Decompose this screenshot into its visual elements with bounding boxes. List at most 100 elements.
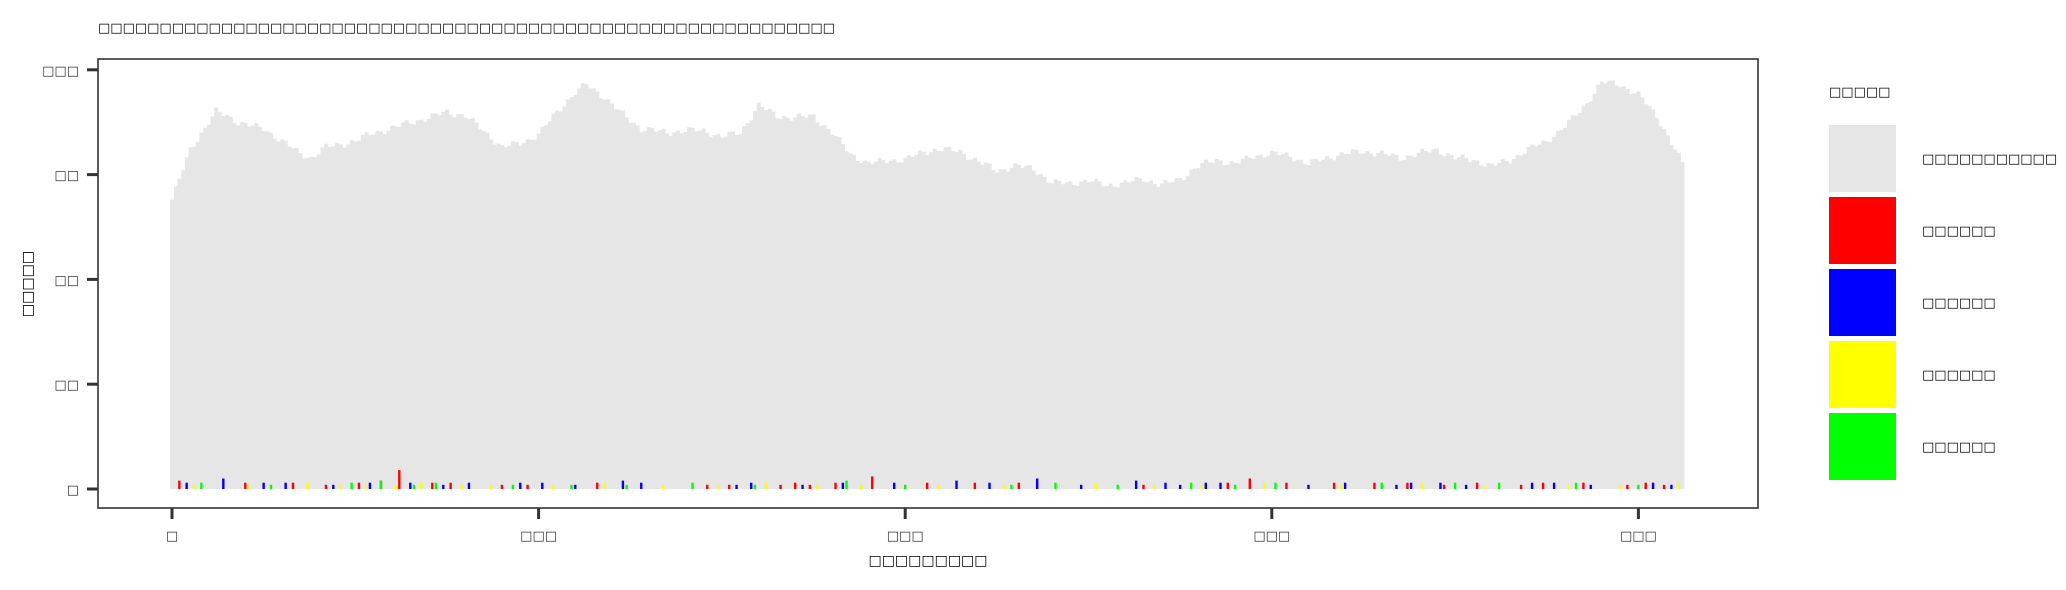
coverage-bar [830, 134, 835, 489]
variant-bar-red [926, 482, 929, 489]
coverage-bar [639, 131, 644, 490]
variant-bar-green [625, 484, 628, 489]
coverage-bar [1152, 183, 1157, 489]
coverage-bar [1313, 158, 1318, 489]
variant-bar-red [834, 482, 837, 489]
coverage-bar [1028, 165, 1032, 490]
coverage-bar [943, 147, 948, 489]
coverage-bar [1094, 178, 1098, 490]
coverage-bar [1449, 155, 1454, 490]
coverage-bar [1225, 164, 1230, 490]
coverage-bar [335, 142, 340, 489]
coverage-bar [1218, 160, 1223, 489]
variant-bar-blue [1589, 484, 1592, 489]
coverage-bar [342, 147, 347, 489]
coverage-bar [305, 157, 310, 489]
coverage-bar [1431, 149, 1436, 489]
coverage-bar [1409, 155, 1414, 490]
coverage-bar [316, 154, 321, 490]
coverage-bar [1588, 101, 1593, 489]
coverage-bar [503, 147, 508, 489]
variant-bar-red [1442, 484, 1446, 489]
variant-bar-red [706, 484, 709, 489]
coverage-bar [1039, 174, 1043, 489]
coverage-bar [731, 131, 736, 490]
coverage-bar [1236, 163, 1241, 489]
coverage-bar [1420, 148, 1425, 490]
coverage-bar [1390, 153, 1395, 489]
coverage-bar [1651, 109, 1656, 489]
coverage-bar [866, 162, 871, 489]
coverage-bar [272, 138, 277, 489]
coverage-bar [1607, 80, 1612, 489]
variant-bar-blue [1530, 482, 1534, 489]
coverage-bar [1284, 152, 1289, 490]
coverage-bar [1042, 176, 1047, 489]
coverage-bar [1643, 104, 1648, 490]
coverage-bar [1497, 162, 1502, 489]
coverage-bar [1002, 169, 1007, 489]
variant-bar-red [324, 484, 328, 489]
variant-bar-red [1226, 482, 1230, 489]
variant-bar-yellow [662, 484, 665, 489]
coverage-bar [569, 97, 574, 490]
coverage-bar [698, 130, 703, 489]
coverage-bar [195, 141, 200, 489]
coverage-bar [1273, 151, 1278, 490]
variant-bar-blue [368, 482, 372, 489]
coverage-bar [1614, 85, 1619, 490]
coverage-bar [885, 162, 890, 490]
coverage-bar [903, 157, 908, 490]
coverage-bar [848, 153, 853, 489]
variant-bar-yellow [936, 484, 940, 489]
coverage-bar [1288, 156, 1293, 489]
coverage-bar [239, 122, 244, 490]
coverage-bar [995, 172, 999, 490]
coverage-bar [1486, 163, 1491, 489]
coverage-bar [1599, 81, 1604, 489]
coverage-bar [357, 140, 362, 489]
coverage-bar [327, 146, 332, 489]
coverage-bar [1207, 162, 1212, 489]
coverage-bar [1233, 162, 1238, 489]
coverage-bar [566, 99, 571, 490]
coverage-bar [896, 162, 900, 490]
coverage-bar [291, 148, 296, 489]
coverage-bar [881, 160, 886, 489]
y-tick-label: □□ [54, 169, 79, 184]
coverage-bar [1178, 178, 1183, 489]
coverage-bar [1134, 177, 1139, 489]
variant-bar-green [1054, 482, 1057, 489]
coverage-bar [214, 107, 219, 489]
legend-swatch [1829, 413, 1896, 480]
coverage-bar [764, 110, 769, 489]
variant-bar-green [200, 482, 203, 489]
coverage-bar [958, 149, 963, 490]
coverage-bar [767, 108, 772, 489]
coverage-bar [203, 127, 208, 490]
coverage-bar [1570, 115, 1575, 490]
variant-bar-blue [640, 482, 643, 489]
coverage-bar [1500, 158, 1505, 490]
variant-bar-yellow [365, 484, 368, 489]
coverage-bar [852, 154, 857, 489]
variant-bar-yellow [1200, 484, 1204, 489]
coverage-bar [613, 109, 618, 489]
variant-bar-yellow [1677, 482, 1680, 489]
coverage-bar [918, 150, 922, 489]
coverage-bar [382, 134, 387, 489]
coverage-bar [1112, 186, 1117, 489]
coverage-bar [280, 139, 285, 490]
legend-label: □□□□□□ [1922, 224, 1996, 239]
coverage-bar [225, 115, 230, 490]
variant-bar-red [244, 482, 247, 489]
variant-bar-blue [1079, 484, 1083, 489]
coverage-bar [287, 146, 292, 489]
variant-bar-red [526, 484, 529, 489]
variant-bar-blue [1464, 484, 1468, 489]
coverage-bar [1530, 144, 1535, 489]
coverage-bar [338, 144, 343, 489]
coverage-bar [375, 130, 380, 489]
coverage-bar [1522, 153, 1527, 489]
coverage-bar [1079, 181, 1084, 489]
